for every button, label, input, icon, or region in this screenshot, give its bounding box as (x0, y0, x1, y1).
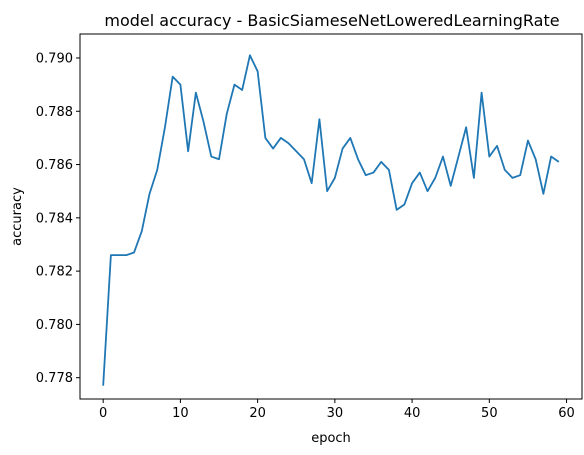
series-line-0 (102, 54, 560, 386)
x-tick-label: 50 (481, 406, 498, 421)
plot-area (102, 54, 560, 386)
y-tick-label: 0.788 (36, 105, 73, 120)
x-tick-label: 60 (558, 406, 575, 421)
chart-title: model accuracy - BasicSiameseNetLoweredL… (104, 11, 559, 30)
y-tick-label: 0.784 (36, 211, 73, 226)
y-tick-label: 0.782 (36, 265, 73, 280)
y-tick-label: 0.790 (36, 51, 73, 66)
x-tick-label: 0 (99, 406, 107, 421)
y-axis: 0.778 0.780 0.782 0.784 0.786 0.788 0.790 (36, 51, 80, 386)
x-axis-label: epoch (311, 431, 351, 446)
y-axis-label: accuracy (10, 187, 25, 246)
x-tick-label: 20 (249, 406, 266, 421)
x-axis: 0 10 20 30 40 50 60 (99, 399, 575, 421)
y-tick-label: 0.786 (36, 158, 73, 173)
x-tick-label: 10 (172, 406, 189, 421)
y-tick-label: 0.778 (36, 371, 73, 386)
x-tick-label: 30 (327, 406, 344, 421)
x-tick-label: 40 (404, 406, 421, 421)
axes-frame (79, 33, 583, 400)
y-tick-label: 0.780 (36, 318, 73, 333)
